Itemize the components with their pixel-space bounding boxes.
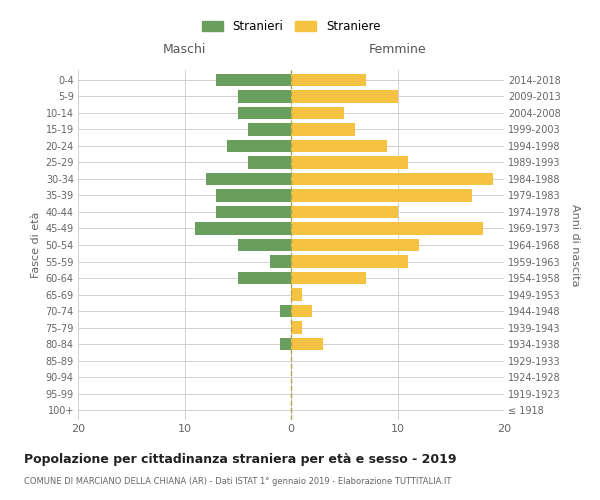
Bar	[291, 173, 493, 185]
Bar	[291, 322, 302, 334]
Bar	[248, 123, 291, 136]
Bar	[238, 239, 291, 251]
Bar	[238, 90, 291, 102]
Bar	[291, 338, 323, 350]
Text: COMUNE DI MARCIANO DELLA CHIANA (AR) - Dati ISTAT 1° gennaio 2019 - Elaborazione: COMUNE DI MARCIANO DELLA CHIANA (AR) - D…	[24, 478, 451, 486]
Y-axis label: Fasce di età: Fasce di età	[31, 212, 41, 278]
Bar	[291, 74, 365, 86]
Bar	[248, 156, 291, 168]
Text: Maschi: Maschi	[163, 43, 206, 56]
Legend: Stranieri, Straniere: Stranieri, Straniere	[202, 20, 380, 33]
Bar	[291, 190, 472, 202]
Bar	[270, 256, 291, 268]
Bar	[238, 106, 291, 119]
Bar	[280, 305, 291, 317]
Text: Femmine: Femmine	[368, 43, 427, 56]
Bar	[291, 156, 408, 168]
Bar	[291, 206, 398, 218]
Bar	[291, 222, 483, 234]
Bar	[280, 338, 291, 350]
Y-axis label: Anni di nascita: Anni di nascita	[571, 204, 580, 286]
Bar	[291, 305, 313, 317]
Bar	[206, 173, 291, 185]
Bar	[291, 90, 398, 102]
Text: Popolazione per cittadinanza straniera per età e sesso - 2019: Popolazione per cittadinanza straniera p…	[24, 452, 457, 466]
Bar	[238, 272, 291, 284]
Bar	[291, 272, 365, 284]
Bar	[217, 206, 291, 218]
Bar	[291, 140, 387, 152]
Bar	[291, 256, 408, 268]
Bar	[291, 123, 355, 136]
Bar	[217, 190, 291, 202]
Bar	[217, 74, 291, 86]
Bar	[195, 222, 291, 234]
Bar	[291, 106, 344, 119]
Bar	[291, 288, 302, 300]
Bar	[291, 239, 419, 251]
Bar	[227, 140, 291, 152]
